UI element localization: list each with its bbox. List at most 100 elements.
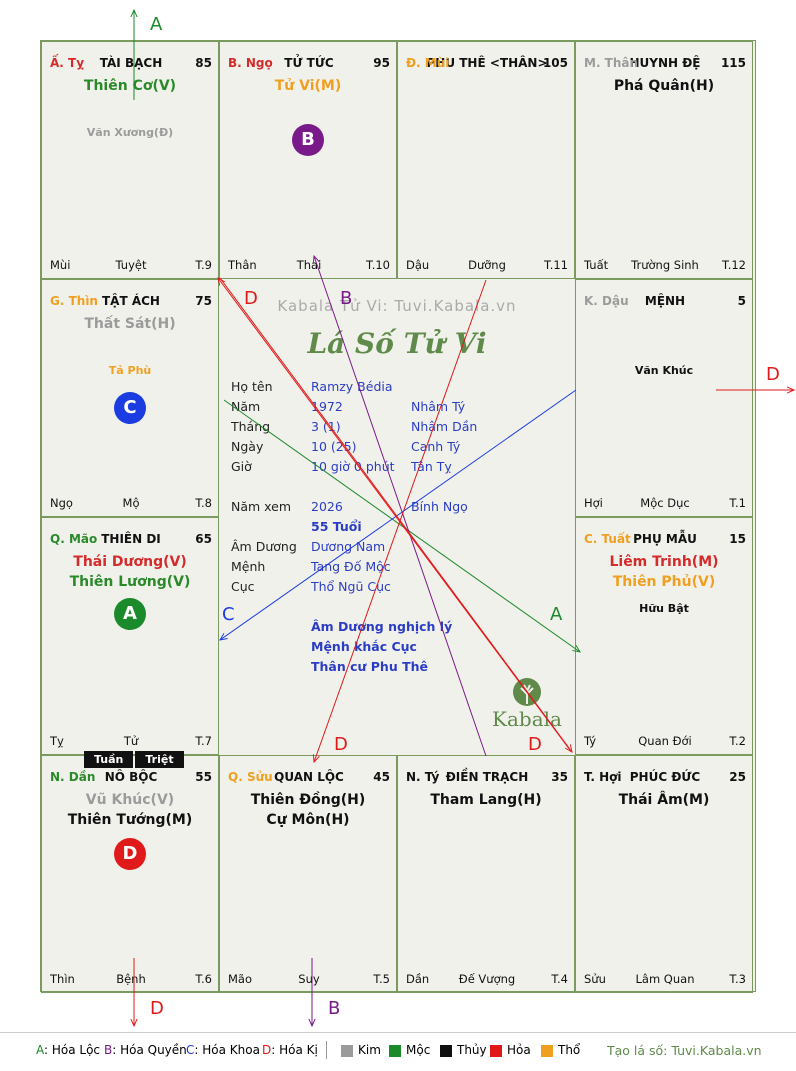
- palace-cell[interactable]: QUAN LỘC Q. Sửu 45 Thiên Đồng(H) Cự Môn(H) Su…: [219, 755, 397, 993]
- heavenly-stem: G. Thìn: [50, 294, 98, 308]
- palace-month: T.6: [195, 972, 212, 986]
- heavenly-stem: Đ. Mùi: [406, 56, 450, 70]
- palace-month: T.8: [195, 496, 212, 510]
- major-star: Thất Sát(H): [84, 316, 176, 332]
- earthly-branch: Dậu: [406, 258, 430, 272]
- palace-footer: Mộc Dục Hợi T.1: [584, 496, 746, 510]
- label-d-outer-right: D: [766, 364, 780, 385]
- palace-month: T.1: [729, 496, 746, 510]
- palace-cell[interactable]: TẬT ÁCH G. Thìn 75 Thất Sát(H) Tả Phù Mộ Ngọ T.…: [41, 279, 219, 517]
- major-star: Thiên Đồng(H): [250, 792, 366, 808]
- earthly-branch: Thân: [228, 258, 257, 272]
- palace-name: PHỤ MẪU: [633, 532, 697, 546]
- palace-score: 65: [195, 532, 212, 546]
- palace-cell[interactable]: PHÚC ĐỨC T. Hợi 25 Thái Âm(M) Lâm Quan Sửu T.3: [575, 755, 753, 993]
- transformation-marker: A: [114, 598, 146, 630]
- life-stage: Tuyệt: [115, 258, 147, 272]
- label-b-outer: B: [328, 998, 340, 1019]
- heavenly-stem: Q. Mão: [50, 532, 98, 546]
- palace-month: T.9: [195, 258, 212, 272]
- element-name: Hỏa: [507, 1043, 531, 1057]
- earthly-branch: Tuất: [584, 258, 609, 272]
- legend-key: A: [36, 1043, 44, 1057]
- info-value: 10 (25): [311, 439, 357, 454]
- palace-score: 105: [542, 56, 568, 70]
- element-name: Thổ: [558, 1043, 581, 1057]
- palace-cell[interactable]: MỆNH K. Dậu 5 Văn Khúc Mộc Dục Hợi T.1: [575, 279, 753, 517]
- palace-score: 45: [373, 770, 390, 784]
- label-c-center: C: [222, 604, 235, 625]
- life-stage: Lâm Quan: [635, 972, 695, 986]
- palace-footer: Bệnh Thìn T.6: [50, 972, 212, 986]
- heavenly-stem: N. Dần: [50, 770, 96, 784]
- chart-logo-title: Lá Số Tử Vi: [307, 327, 487, 360]
- info-value: 2026: [311, 499, 343, 514]
- palace-month: T.2: [729, 734, 746, 748]
- element-swatch: [541, 1045, 553, 1057]
- palace-cell[interactable]: NÔ BỘC N. Dần 55 Vũ Khúc(V) Thiên Tướng(M) Bệ…: [41, 755, 219, 993]
- info-ganzhi: Bính Ngọ: [411, 499, 468, 514]
- life-stage: Mộ: [122, 496, 140, 510]
- chart-note: Thân cư Phu Thê: [311, 659, 428, 674]
- palace-score: 95: [373, 56, 390, 70]
- minor-star: Văn Xương(Đ): [86, 126, 174, 139]
- palace-name: TÀI BẠCH: [99, 56, 163, 70]
- legend-key: D: [262, 1043, 272, 1057]
- palace-name: HUYNH ĐỆ: [629, 56, 701, 70]
- legend-transformation: D: Hóa Kị: [262, 1043, 318, 1057]
- palace-cell[interactable]: ĐIỀN TRẠCH N. Tý 35 Tham Lang(H) Đế Vượng Dần…: [397, 755, 575, 993]
- legend-transformation: C: Hóa Khoa: [186, 1043, 260, 1057]
- info-label: Cục: [231, 579, 255, 594]
- palace-footer: Đế Vượng Dần T.4: [406, 972, 568, 986]
- palace-header: ĐIỀN TRẠCH N. Tý 35: [406, 770, 568, 786]
- palace-header: QUAN LỘC Q. Sửu 45: [228, 770, 390, 786]
- palace-month: T.4: [551, 972, 568, 986]
- palace-name: PHÚC ĐỨC: [629, 770, 701, 784]
- palace-name: TỬ TỨC: [284, 56, 334, 70]
- legend-divider: [326, 1041, 327, 1059]
- palace-score: 115: [720, 56, 746, 70]
- major-star: Thiên Cơ(V): [83, 78, 177, 94]
- legend-bar: A: Hóa Lộc B: Hóa Quyền C: Hóa Khoa D: Hóa …: [0, 1032, 796, 1071]
- major-star: Cự Môn(H): [266, 812, 350, 828]
- minor-star: Văn Khúc: [634, 364, 694, 377]
- life-stage: Tử: [123, 734, 139, 748]
- earthly-branch: Mùi: [50, 258, 71, 272]
- palace-footer: Tuyệt Mùi T.9: [50, 258, 212, 272]
- heavenly-stem: K. Dậu: [584, 294, 629, 308]
- palace-footer: Tử Tỵ T.7: [50, 734, 212, 748]
- info-value: Tang Đố Mộc: [311, 559, 391, 574]
- palace-cell[interactable]: HUYNH ĐỆ M. Thân 115 Phá Quân(H) Trường Sinh…: [575, 41, 753, 279]
- info-label: Năm xem: [231, 499, 292, 514]
- label-d-2: D: [244, 288, 258, 309]
- center-info-panel: Kabala Tử Vi: Tuvi.Kabala.vn Lá Số Tử Vi…: [219, 279, 575, 755]
- major-star: Thiên Phủ(V): [612, 574, 716, 590]
- palace-score: 15: [729, 532, 746, 546]
- palace-cell[interactable]: PHU THÊ <THÂN> Đ. Mùi 105 Dưỡng Dậu T.11: [397, 41, 575, 279]
- palace-header: PHU THÊ <THÂN> Đ. Mùi 105: [406, 56, 568, 72]
- palace-name: MỆNH: [644, 294, 686, 308]
- legend-text: : Hóa Kị: [271, 1043, 318, 1057]
- palace-cell[interactable]: PHỤ MẪU C. Tuất 15 Liêm Trinh(M) Thiên Phủ(V…: [575, 517, 753, 755]
- palace-footer: Dưỡng Dậu T.11: [406, 258, 568, 272]
- info-label: Giờ: [231, 459, 252, 474]
- palace-cell[interactable]: THIÊN DI Q. Mão 65 Thái Dương(V) Thiên Lương…: [41, 517, 219, 755]
- element-swatch: [389, 1045, 401, 1057]
- info-value: 10 giờ 0 phút: [311, 459, 395, 474]
- tuan-tag: Tuần: [84, 751, 134, 768]
- palace-name: THIÊN DI: [101, 532, 161, 546]
- element-name: Mộc: [406, 1043, 431, 1057]
- palace-month: T.3: [729, 972, 746, 986]
- palace-cell[interactable]: TỬ TỨC B. Ngọ 95 Tử Vi(M) Thai Thân T.10 B: [219, 41, 397, 279]
- major-star: Thái Dương(V): [73, 554, 187, 570]
- palace-footer: Thai Thân T.10: [228, 258, 390, 272]
- major-star: Thái Âm(M): [618, 792, 710, 808]
- earthly-branch: Tý: [584, 734, 597, 748]
- legend-key: C: [186, 1043, 195, 1057]
- palace-score: 25: [729, 770, 746, 784]
- palace-cell[interactable]: TÀI BẠCH Ấ. Tỵ 85 Thiên Cơ(V) Văn Xương(Đ) Tu…: [41, 41, 219, 279]
- palace-score: 85: [195, 56, 212, 70]
- brand-name: Kabala: [492, 707, 562, 731]
- life-stage: Dưỡng: [468, 258, 506, 272]
- palace-header: HUYNH ĐỆ M. Thân 115: [584, 56, 746, 72]
